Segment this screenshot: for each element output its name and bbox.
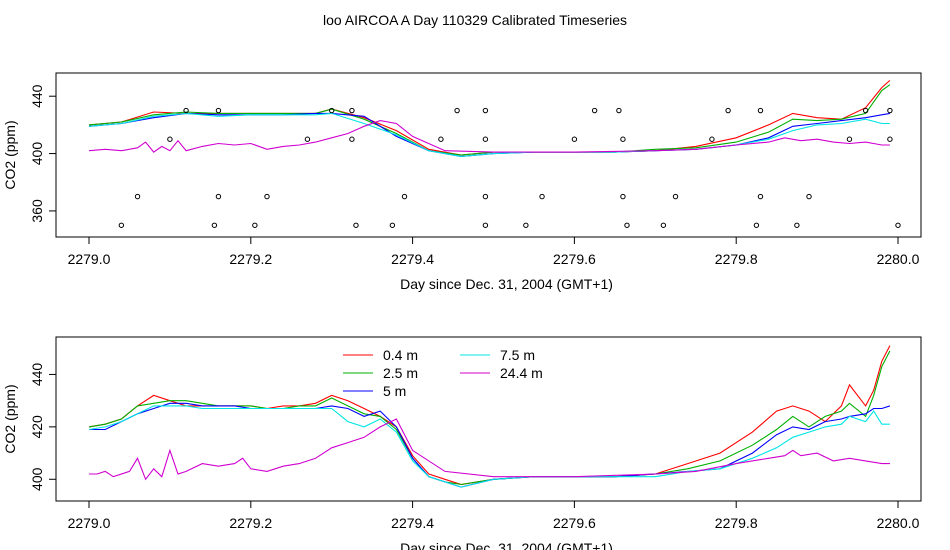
plot-frame <box>55 72 922 238</box>
series-line-24-4-m <box>88 120 890 153</box>
calibration-marker <box>757 193 764 200</box>
calibration-marker <box>571 136 578 142</box>
series-line-5-m <box>88 112 890 157</box>
y-tick-label: 420 <box>29 415 45 439</box>
y-tick-label: 400 <box>29 142 45 166</box>
legend: 0.4 m 2.5 m 5 m 7.5 m 24.4 m <box>343 347 543 399</box>
y-axis-label: CO2 (ppm) <box>2 384 18 453</box>
calibration-marker <box>523 222 529 228</box>
x-tick-label: 2279.6 <box>553 515 596 531</box>
calibration-marker <box>887 136 893 142</box>
calibration-marker <box>624 222 630 228</box>
x-tick-label: 2280.0 <box>877 515 920 531</box>
x-tick-label: 2280.0 <box>877 251 920 267</box>
y-tick-label: 440 <box>29 363 45 387</box>
x-tick-label: 2279.4 <box>391 515 434 531</box>
calibration-marker <box>454 107 460 114</box>
legend-label: 5 m <box>383 383 406 399</box>
calibration-marker <box>591 107 598 114</box>
series-line-0-4-m <box>88 79 891 156</box>
legend-label: 0.4 m <box>383 347 418 363</box>
x-tick-label: 2279.0 <box>68 251 111 267</box>
calibration-marker <box>353 222 359 228</box>
calibration-marker <box>482 193 489 200</box>
calibration-marker <box>252 222 258 228</box>
legend-label: 24.4 m <box>500 365 543 381</box>
calibration-marker <box>389 222 396 228</box>
x-tick-label: 2279.2 <box>229 251 272 267</box>
page-title: loo AIRCOA A Day 110329 Calibrated Times… <box>322 12 627 28</box>
x-tick-label: 2279.8 <box>715 251 758 267</box>
x-tick-label: 2279.2 <box>229 515 272 531</box>
calibration-marker <box>725 107 731 114</box>
x-tick-label: 2279.4 <box>391 251 434 267</box>
calibration-marker <box>620 136 626 142</box>
calibration-marker <box>806 193 812 200</box>
calibration-marker <box>349 136 355 142</box>
calibration-marker <box>862 107 869 114</box>
y-tick-label: 440 <box>29 84 45 108</box>
calibration-marker <box>215 107 222 114</box>
series-line-0-4-m <box>88 345 891 486</box>
calibration-marker <box>895 222 901 228</box>
chart-panel-1: 2279.0 2279.2 2279.4 2279.6 2279.8 2280.0 Day … <box>2 72 922 292</box>
calibration-marker <box>167 136 173 142</box>
calibration-marker <box>329 107 335 114</box>
calibration-marker <box>401 193 408 200</box>
calibration-marker <box>438 136 444 142</box>
calibration-marker <box>183 107 189 114</box>
y-tick-label: 400 <box>29 467 45 491</box>
series-line-2-5-m <box>88 84 891 156</box>
calibration-marker <box>660 222 667 228</box>
x-tick-label: 2279.0 <box>68 515 111 531</box>
calibration-marker <box>482 136 489 142</box>
legend-label: 7.5 m <box>500 347 535 363</box>
calibration-marker <box>134 193 141 200</box>
calibration-marker <box>794 222 800 228</box>
x-axis-label: Day since Dec. 31, 2004 (GMT+1) <box>400 276 613 292</box>
calibration-marker <box>672 193 679 200</box>
calibration-marker <box>482 222 489 228</box>
calibration-marker <box>539 193 545 200</box>
chart-panel-2: 2279.0 2279.2 2279.4 2279.6 2279.8 2280.0 Day … <box>2 336 922 550</box>
calibration-marker <box>616 107 622 114</box>
calibration-marker <box>709 136 715 142</box>
calibration-marker <box>304 136 311 142</box>
calibration-marker <box>757 107 764 114</box>
x-tick-label: 2279.6 <box>553 251 596 267</box>
calibration-marker <box>482 107 489 114</box>
series-line-7-5-m <box>88 112 890 157</box>
calibration-marker <box>349 107 355 114</box>
x-axis-label: Day since Dec. 31, 2004 (GMT+1) <box>400 540 613 550</box>
calibration-marker <box>211 222 218 228</box>
calibration-marker <box>118 222 125 228</box>
y-axis-label: CO2 (ppm) <box>2 120 18 189</box>
series-line-24-4-m <box>89 418 890 481</box>
series-line-5-m <box>89 402 891 488</box>
calibration-marker <box>620 193 626 200</box>
calibration-marker <box>215 193 222 200</box>
calibration-marker <box>753 222 760 228</box>
series-line-7-5-m <box>88 405 890 488</box>
x-tick-label: 2279.8 <box>715 515 758 531</box>
legend-label: 2.5 m <box>383 365 418 381</box>
calibration-marker <box>264 193 270 200</box>
calibration-marker <box>887 107 893 114</box>
y-tick-label: 360 <box>29 199 45 223</box>
calibration-marker <box>846 136 853 142</box>
